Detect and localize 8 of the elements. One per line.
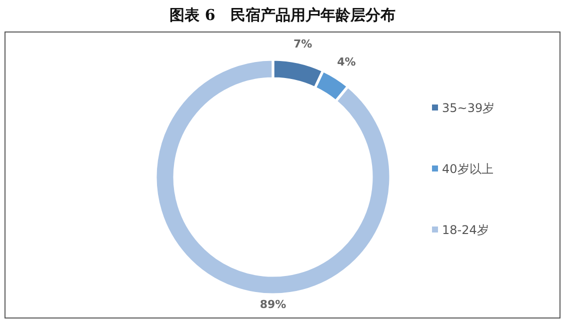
- donut-slice: [155, 59, 391, 295]
- data-label: 89%: [260, 298, 286, 311]
- legend-label: 35~39岁: [442, 101, 495, 115]
- data-label: 7%: [294, 37, 312, 50]
- legend-label: 40岁以上: [442, 162, 494, 176]
- legend-label: 18-24岁: [442, 223, 489, 237]
- chart-title: 图表 6 民宿产品用户年龄层分布: [170, 6, 396, 24]
- data-label: 4%: [337, 55, 356, 68]
